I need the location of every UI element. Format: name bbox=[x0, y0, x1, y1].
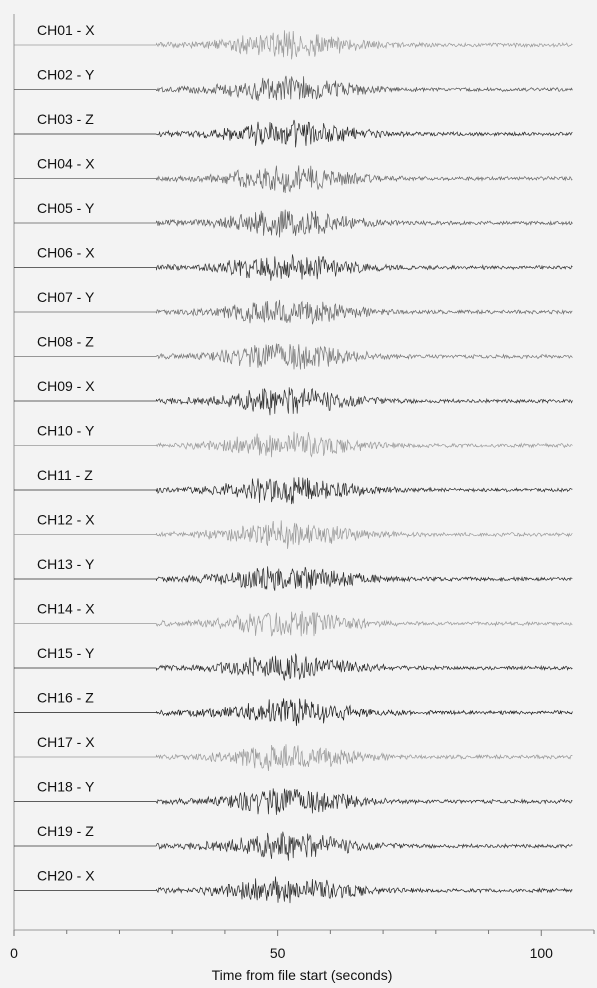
waveform-trace bbox=[156, 610, 573, 637]
channel-label: CH15 - Y bbox=[37, 645, 95, 661]
waveform-trace bbox=[156, 387, 573, 416]
channel-label: CH08 - Z bbox=[37, 334, 94, 350]
channel-label: CH02 - Y bbox=[37, 67, 95, 83]
channel-label: CH01 - X bbox=[37, 22, 95, 38]
channel-label: CH03 - Z bbox=[37, 111, 94, 127]
waveform-trace bbox=[156, 209, 573, 238]
channel-labels-group: CH01 - X CH02 - Y CH03 - Z CH04 - X CH05 - Y… bbox=[37, 22, 95, 884]
waveform-trace bbox=[156, 520, 573, 549]
waveform-trace bbox=[156, 343, 573, 370]
waveform-trace bbox=[156, 744, 573, 772]
waveform-trace bbox=[156, 30, 573, 60]
channel-label: CH10 - Y bbox=[37, 423, 95, 439]
channel-label: CH04 - X bbox=[37, 156, 95, 172]
waveform-trace bbox=[156, 876, 573, 904]
waveform-trace bbox=[156, 788, 573, 815]
channel-label: CH19 - Z bbox=[37, 823, 94, 839]
waveform-trace bbox=[156, 831, 573, 861]
waveform-trace bbox=[156, 698, 573, 726]
channel-label: CH16 - Z bbox=[37, 690, 94, 706]
x-tick-label: 100 bbox=[530, 945, 554, 961]
waveform-trace bbox=[156, 254, 573, 281]
channel-label: CH20 - X bbox=[37, 868, 95, 884]
channel-label: CH18 - Y bbox=[37, 779, 95, 795]
waveform-trace bbox=[156, 566, 573, 591]
channel-label: CH17 - X bbox=[37, 734, 95, 750]
channel-label: CH07 - Y bbox=[37, 289, 95, 305]
x-ticks-group: 0 50 100 bbox=[10, 930, 595, 961]
channel-label: CH05 - Y bbox=[37, 200, 95, 216]
x-tick-label: 0 bbox=[10, 945, 18, 961]
channel-label: CH13 - Y bbox=[37, 556, 95, 572]
waveform-trace bbox=[156, 477, 573, 505]
channel-label: CH11 - Z bbox=[37, 467, 93, 483]
waveform-trace bbox=[156, 653, 573, 681]
channel-label: CH06 - X bbox=[37, 245, 95, 261]
waveform-trace bbox=[156, 299, 573, 325]
x-axis-label: Time from file start (seconds) bbox=[212, 967, 393, 983]
channel-label: CH12 - X bbox=[37, 512, 95, 528]
waveform-trace bbox=[156, 119, 573, 148]
traces-group bbox=[14, 30, 573, 904]
channel-label: CH14 - X bbox=[37, 601, 95, 617]
waveform-trace bbox=[156, 75, 573, 101]
channel-label: CH09 - X bbox=[37, 378, 95, 394]
x-tick-label: 50 bbox=[270, 945, 286, 961]
waveform-trace bbox=[156, 165, 573, 194]
waveform-trace bbox=[156, 431, 573, 458]
